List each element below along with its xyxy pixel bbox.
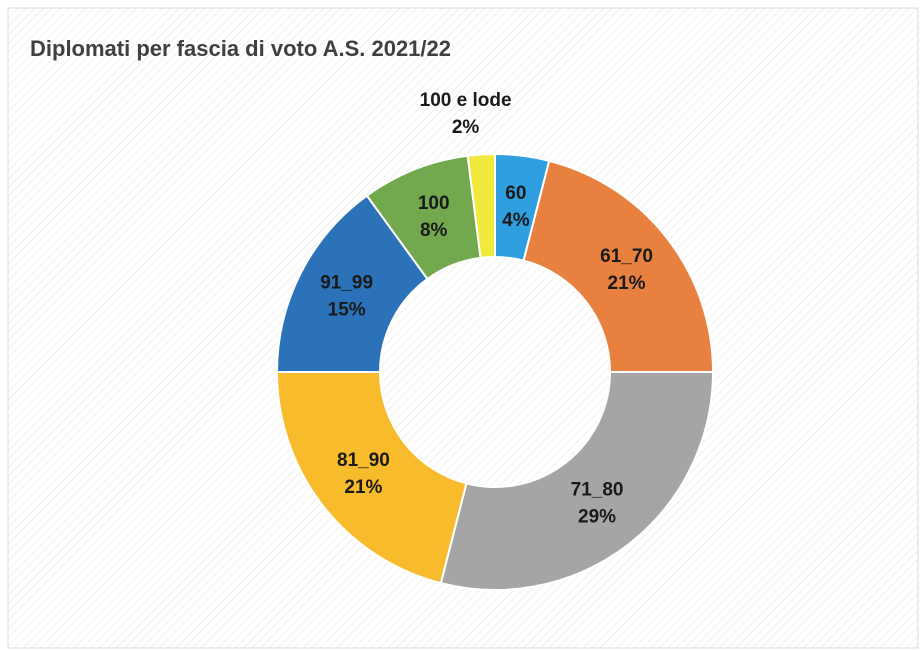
slice-value-label: 15% xyxy=(328,299,366,320)
slice-category: 61_70 xyxy=(600,246,653,267)
donut-slice xyxy=(522,159,715,373)
slice-category: 71_80 xyxy=(571,480,624,501)
donut-slice xyxy=(275,371,468,585)
slice-value-label: 21% xyxy=(608,273,646,294)
slice-value-label: 21% xyxy=(344,477,382,498)
slice-category: 81_90 xyxy=(337,450,390,471)
donut-slice xyxy=(439,371,715,591)
chart-title: Diplomati per fascia di voto A.S. 2021/2… xyxy=(30,36,451,61)
slice-category: 60 xyxy=(505,183,526,204)
slice-value-label: 4% xyxy=(502,210,530,231)
slice-category: 91_99 xyxy=(320,272,373,293)
donut-slice xyxy=(466,152,496,260)
slice-category: 100 e lode xyxy=(420,90,512,111)
slice-value-label: 29% xyxy=(578,507,616,528)
slice-value-label: 8% xyxy=(420,220,448,241)
slice-category: 100 xyxy=(418,193,450,214)
slice-value-label: 2% xyxy=(452,117,480,138)
